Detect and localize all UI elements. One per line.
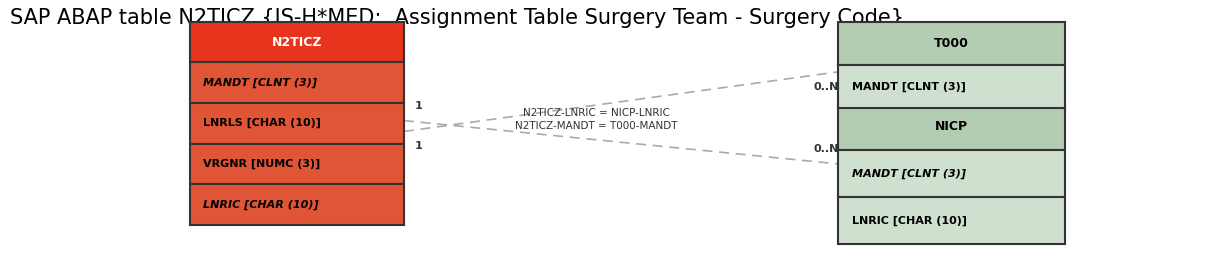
Text: LNRIC [CHAR (10)]: LNRIC [CHAR (10)] (852, 215, 967, 225)
Text: N2TICZ-MANDT = T000-MANDT: N2TICZ-MANDT = T000-MANDT (515, 121, 678, 131)
FancyBboxPatch shape (838, 103, 1065, 150)
FancyBboxPatch shape (190, 22, 404, 62)
FancyBboxPatch shape (838, 65, 1065, 108)
Text: 0..N: 0..N (814, 144, 838, 154)
Text: T000: T000 (934, 37, 969, 50)
Text: SAP ABAP table N2TICZ {IS-H*MED:  Assignment Table Surgery Team - Surgery Code}: SAP ABAP table N2TICZ {IS-H*MED: Assignm… (10, 8, 903, 28)
FancyBboxPatch shape (190, 184, 404, 225)
FancyBboxPatch shape (190, 62, 404, 103)
Text: 0..N: 0..N (814, 82, 838, 92)
Text: 1: 1 (415, 101, 422, 111)
FancyBboxPatch shape (190, 144, 404, 184)
Text: VRGNR [NUMC (3)]: VRGNR [NUMC (3)] (203, 159, 319, 169)
FancyBboxPatch shape (838, 150, 1065, 197)
Text: 1: 1 (415, 141, 422, 151)
FancyBboxPatch shape (838, 22, 1065, 65)
Text: MANDT [CLNT (3)]: MANDT [CLNT (3)] (203, 78, 317, 88)
Text: N2TICZ: N2TICZ (272, 36, 322, 49)
Text: N2TICZ-LNRIC = NICP-LNRIC: N2TICZ-LNRIC = NICP-LNRIC (524, 108, 670, 118)
FancyBboxPatch shape (838, 197, 1065, 244)
Text: MANDT [CLNT (3)]: MANDT [CLNT (3)] (852, 82, 966, 92)
Text: NICP: NICP (935, 120, 968, 133)
Text: MANDT [CLNT (3)]: MANDT [CLNT (3)] (852, 168, 966, 179)
FancyBboxPatch shape (190, 103, 404, 144)
Text: LNRIC [CHAR (10)]: LNRIC [CHAR (10)] (203, 199, 318, 210)
Text: LNRLS [CHAR (10)]: LNRLS [CHAR (10)] (203, 118, 321, 128)
